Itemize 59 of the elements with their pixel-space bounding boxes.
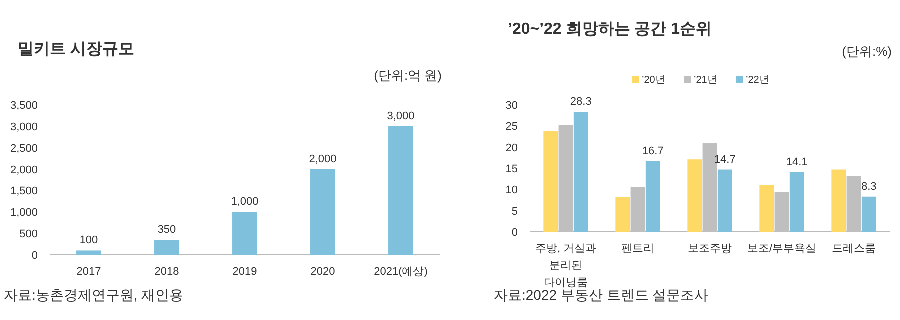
bar — [310, 169, 336, 255]
y-tick-label: 20 — [506, 142, 518, 154]
data-label: 14.1 — [786, 156, 808, 168]
data-label: 2,000 — [309, 153, 337, 166]
bar — [544, 131, 558, 232]
bar — [760, 185, 774, 232]
y-tick-label: 30 — [506, 100, 518, 112]
data-label: 16.7 — [642, 145, 664, 158]
text: 자료:농촌경제연구원, 재인용 — [4, 287, 184, 303]
x-tick-label: 2017 — [76, 266, 102, 278]
bar — [574, 112, 588, 232]
data-label: 1,000 — [231, 196, 259, 208]
legend-label: ’21년 — [694, 75, 718, 86]
x-tick-label: 보조/부부욕실 — [747, 243, 817, 255]
y-tick-label: 2,500 — [10, 142, 38, 155]
data-label: 14.7 — [714, 154, 736, 166]
bar — [616, 197, 630, 232]
data-label: 3,000 — [387, 110, 415, 122]
x-tick-label: 보조주방 — [688, 243, 732, 255]
bar — [232, 212, 258, 255]
data-label: 350 — [158, 224, 176, 236]
y-tick-label: 0 — [32, 250, 38, 262]
legend-label: ’20년 — [642, 75, 666, 86]
y-tick-label: 5 — [512, 206, 518, 218]
x-tick-label: 주방, 거실과 분리된 다이닝룸 — [535, 243, 597, 289]
chart-title: 밀키트 시장규모 — [18, 41, 134, 58]
data-label: 28.3 — [570, 96, 592, 108]
bar — [862, 196, 876, 232]
y-tick-label: 3,500 — [10, 100, 38, 112]
y-tick-label: 3,000 — [10, 121, 38, 134]
x-tick-label: 2020 — [310, 266, 336, 278]
x-tick-label: 2021(예상) — [374, 266, 428, 278]
text: 자료:2022 부동산 트렌드 설문조사 — [494, 287, 709, 303]
y-tick-label: 1,000 — [10, 207, 38, 220]
bar — [790, 172, 804, 232]
bar — [718, 170, 732, 232]
y-tick-label: 1,500 — [10, 186, 38, 198]
bar — [76, 250, 102, 255]
x-tick-label: 펜트리 — [622, 243, 654, 255]
data-label: 8.3 — [861, 180, 877, 193]
legend-label: ’22년 — [746, 75, 770, 86]
bar — [646, 161, 660, 232]
bar — [832, 170, 846, 232]
y-tick-label: 10 — [506, 184, 518, 197]
x-tick-label: 드레스룸 — [832, 243, 876, 255]
bar — [154, 240, 180, 255]
x-tick-label: 2018 — [154, 266, 180, 278]
y-tick-label: 15 — [506, 164, 518, 176]
y-tick-label: 2,000 — [10, 164, 38, 176]
y-tick-label: 500 — [20, 228, 38, 241]
x-tick-label: 2019 — [232, 266, 258, 278]
text: (단위:%) — [842, 44, 892, 59]
text: (단위:억 원) — [374, 68, 442, 83]
chart-title: ’20~’22 희망하는 공간 1순위 — [508, 21, 712, 38]
data-label: 100 — [80, 234, 98, 247]
y-tick-label: 0 — [512, 227, 518, 239]
bar — [388, 126, 414, 255]
y-tick-label: 25 — [506, 121, 518, 134]
bar — [688, 160, 702, 232]
